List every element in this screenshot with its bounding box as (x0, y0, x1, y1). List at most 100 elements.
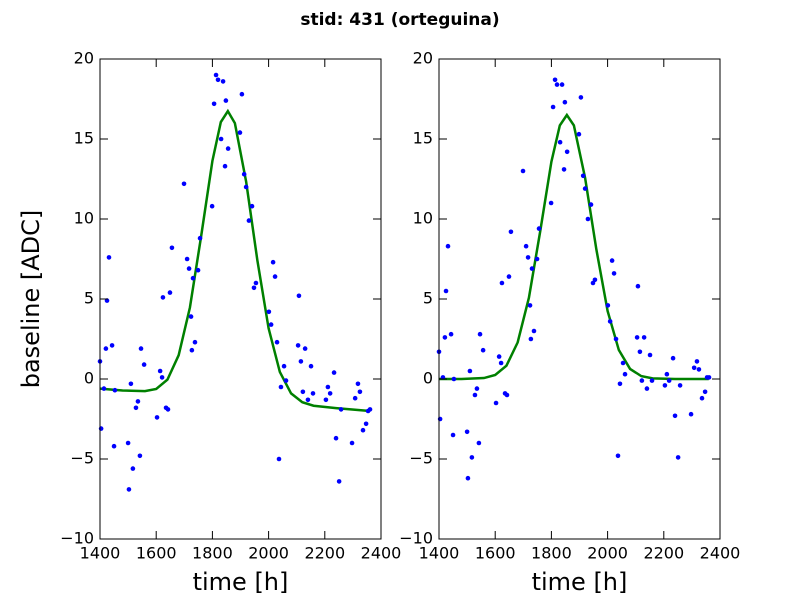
data-point (450, 432, 456, 438)
data-point (331, 370, 337, 375)
data-point (611, 271, 617, 276)
data-point (213, 72, 219, 78)
x-tick-label: 1800 (192, 544, 233, 563)
data-point (662, 383, 668, 388)
x-tick-label: 1400 (419, 544, 460, 563)
data-point (696, 367, 702, 372)
data-point (448, 331, 454, 337)
x-axis-label: time [h] (193, 568, 289, 596)
data-point (634, 335, 640, 340)
x-tick-label: 1800 (531, 544, 572, 563)
data-point (133, 405, 139, 411)
data-point (101, 386, 107, 391)
data-point (225, 146, 231, 151)
data-point (605, 303, 611, 308)
data-point (493, 400, 499, 406)
data-point (469, 455, 475, 460)
data-point (160, 295, 166, 300)
data-point (302, 346, 308, 351)
data-point (582, 186, 588, 191)
y-tick-label: 20 (413, 49, 433, 68)
data-point (498, 360, 504, 366)
data-point (367, 407, 373, 412)
data-point (278, 384, 284, 390)
data-point (472, 392, 478, 398)
data-point (333, 435, 339, 441)
data-point (126, 487, 132, 492)
data-point (181, 181, 187, 187)
data-point (464, 429, 470, 435)
data-point (363, 421, 369, 427)
data-point (580, 173, 586, 179)
data-point (443, 288, 449, 294)
data-point (670, 355, 676, 361)
x-tick-label: 2000 (248, 544, 289, 563)
data-point (186, 266, 192, 271)
y-tick-label: 5 (423, 289, 433, 308)
data-point (672, 413, 678, 419)
y-tick-label: 10 (74, 209, 94, 228)
data-point (451, 376, 457, 382)
data-point (135, 399, 141, 404)
data-point (520, 168, 526, 174)
data-point (523, 243, 529, 249)
data-point (241, 171, 247, 177)
x-tick-label: 2400 (700, 544, 741, 563)
data-point (647, 352, 653, 358)
data-point (620, 360, 626, 366)
data-point (165, 407, 171, 412)
data-point (622, 371, 628, 377)
data-point (192, 339, 198, 345)
x-tick-label: 2000 (587, 544, 628, 563)
data-point (281, 363, 287, 369)
data-point (585, 216, 591, 222)
data-point (360, 427, 366, 433)
data-point (111, 443, 117, 449)
fit-line (439, 112, 709, 381)
data-point (357, 389, 363, 395)
data-point (137, 453, 143, 459)
data-point (222, 163, 228, 169)
data-point (327, 391, 333, 396)
x-tick-label: 1600 (475, 544, 516, 563)
data-point (691, 365, 697, 371)
data-point (276, 456, 282, 462)
data-point (223, 98, 229, 103)
data-point (211, 101, 217, 107)
y-tick-label: −10 (60, 529, 94, 548)
data-point (576, 131, 582, 137)
data-point (592, 277, 598, 283)
data-point (529, 266, 535, 271)
data-point (675, 455, 681, 460)
data-point (195, 267, 201, 273)
data-point (190, 275, 196, 281)
data-point (209, 203, 215, 209)
data-point (325, 384, 331, 390)
data-point (159, 375, 165, 380)
data-point (609, 258, 615, 263)
data-point (474, 386, 480, 391)
data-point (506, 274, 512, 279)
data-point (130, 466, 136, 471)
data-point (300, 389, 306, 395)
data-point (157, 368, 163, 374)
data-point (699, 395, 705, 401)
data-point (323, 397, 329, 403)
x-tick-label: 2400 (361, 544, 402, 563)
data-point (112, 387, 118, 393)
data-point (270, 259, 276, 265)
data-point (496, 354, 502, 359)
data-point (578, 95, 584, 100)
data-point (559, 82, 565, 87)
data-point (504, 392, 510, 398)
data-point (531, 328, 537, 334)
data-point (677, 383, 683, 388)
data-point (465, 475, 471, 481)
data-point (564, 149, 570, 155)
data-point (109, 343, 115, 348)
data-point (106, 255, 112, 260)
data-point (296, 293, 302, 299)
x-tick-label: 1600 (136, 544, 177, 563)
data-point (552, 77, 558, 83)
data-point (184, 256, 190, 262)
